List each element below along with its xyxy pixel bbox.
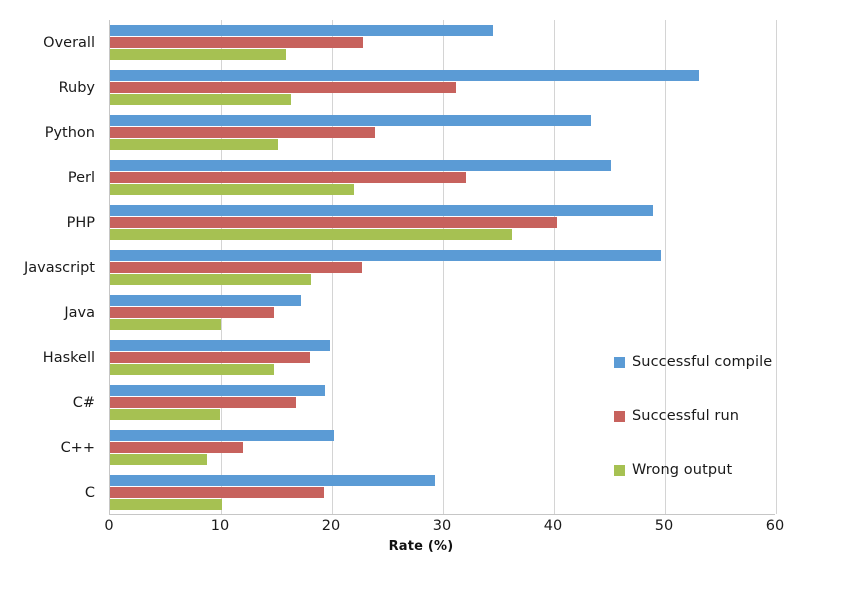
bar-group <box>110 155 775 200</box>
x-axis-tick-labels: 0 10 20 30 40 50 60 <box>0 516 842 540</box>
legend-swatch-icon <box>614 464 625 476</box>
bar[interactable] <box>110 430 335 441</box>
bar[interactable] <box>110 94 291 105</box>
bar[interactable] <box>110 499 223 510</box>
bar[interactable] <box>110 250 661 261</box>
gridline <box>776 20 777 514</box>
y-axis-label-php: PHP <box>66 214 95 231</box>
bar[interactable] <box>110 409 220 420</box>
bar[interactable] <box>110 442 244 453</box>
y-axis-label-c: C# <box>72 394 95 411</box>
bar[interactable] <box>110 454 207 465</box>
bar[interactable] <box>110 184 355 195</box>
bar[interactable] <box>110 115 591 126</box>
gridline <box>554 20 555 514</box>
bar[interactable] <box>110 262 362 273</box>
bar-group <box>110 470 775 515</box>
legend-swatch-icon <box>614 356 625 368</box>
bar-group <box>110 110 775 155</box>
bar[interactable] <box>110 274 311 285</box>
legend-label: Successful run <box>632 408 740 424</box>
y-axis-category-labels: Overall Ruby Python Perl PHP Javascript Java Ha… <box>0 20 101 515</box>
bar[interactable] <box>110 319 221 330</box>
y-axis-label-java: Java <box>64 304 95 321</box>
bar-group <box>110 20 775 65</box>
x-axis-tick-40: 40 <box>543 518 563 534</box>
gridline <box>665 20 666 514</box>
bar[interactable] <box>110 205 653 216</box>
legend-label: Successful compile <box>632 354 773 370</box>
x-axis-tick-0: 0 <box>104 518 114 534</box>
bar[interactable] <box>110 82 457 93</box>
bar[interactable] <box>110 37 364 48</box>
gridline <box>443 20 444 514</box>
y-axis-label-javascript: Javascript <box>23 259 95 276</box>
bar[interactable] <box>110 25 493 36</box>
y-axis-label-python: Python <box>44 124 95 141</box>
bar[interactable] <box>110 307 275 318</box>
bar-group <box>110 200 775 245</box>
bar[interactable] <box>110 487 325 498</box>
bar[interactable] <box>110 295 301 306</box>
y-axis-label-overall: Overall <box>43 34 95 51</box>
bar-group <box>110 380 775 425</box>
x-axis-tick-20: 20 <box>321 518 341 534</box>
x-axis-title: Rate (%) <box>388 539 454 554</box>
bar[interactable] <box>110 139 278 150</box>
y-axis-label-haskell: Haskell <box>42 349 95 366</box>
bar-group <box>110 245 775 290</box>
bar[interactable] <box>110 475 436 486</box>
bar[interactable] <box>110 70 700 81</box>
bar-group <box>110 65 775 110</box>
bar[interactable] <box>110 49 287 60</box>
y-axis-label-perl: Perl <box>67 169 95 186</box>
legend-item-wrong-output[interactable]: Wrong output <box>614 460 829 480</box>
x-axis-tick-30: 30 <box>432 518 452 534</box>
bar[interactable] <box>110 340 330 351</box>
y-axis-label-c: C++ <box>60 439 95 456</box>
bar[interactable] <box>110 385 326 396</box>
plot-area <box>109 20 777 515</box>
bar[interactable] <box>110 364 275 375</box>
bar-group <box>110 290 775 335</box>
bar[interactable] <box>110 172 467 183</box>
bar[interactable] <box>110 160 611 171</box>
bar[interactable] <box>110 352 310 363</box>
legend: Successful compile Successful run Wrong … <box>614 352 829 480</box>
bar[interactable] <box>110 229 512 240</box>
bar[interactable] <box>110 397 297 408</box>
y-axis-label-c: C <box>84 484 95 501</box>
bar[interactable] <box>110 127 376 138</box>
legend-swatch-icon <box>614 410 625 422</box>
x-axis-tick-60: 60 <box>765 518 785 534</box>
legend-item-successful-run[interactable]: Successful run <box>614 406 829 426</box>
bar-group <box>110 425 775 470</box>
bar-group <box>110 335 775 380</box>
bar[interactable] <box>110 217 558 228</box>
y-axis-label-ruby: Ruby <box>58 79 95 96</box>
legend-label: Wrong output <box>632 462 733 478</box>
x-axis-tick-10: 10 <box>210 518 230 534</box>
x-axis-tick-50: 50 <box>654 518 674 534</box>
legend-item-successful-compile[interactable]: Successful compile <box>614 352 829 372</box>
